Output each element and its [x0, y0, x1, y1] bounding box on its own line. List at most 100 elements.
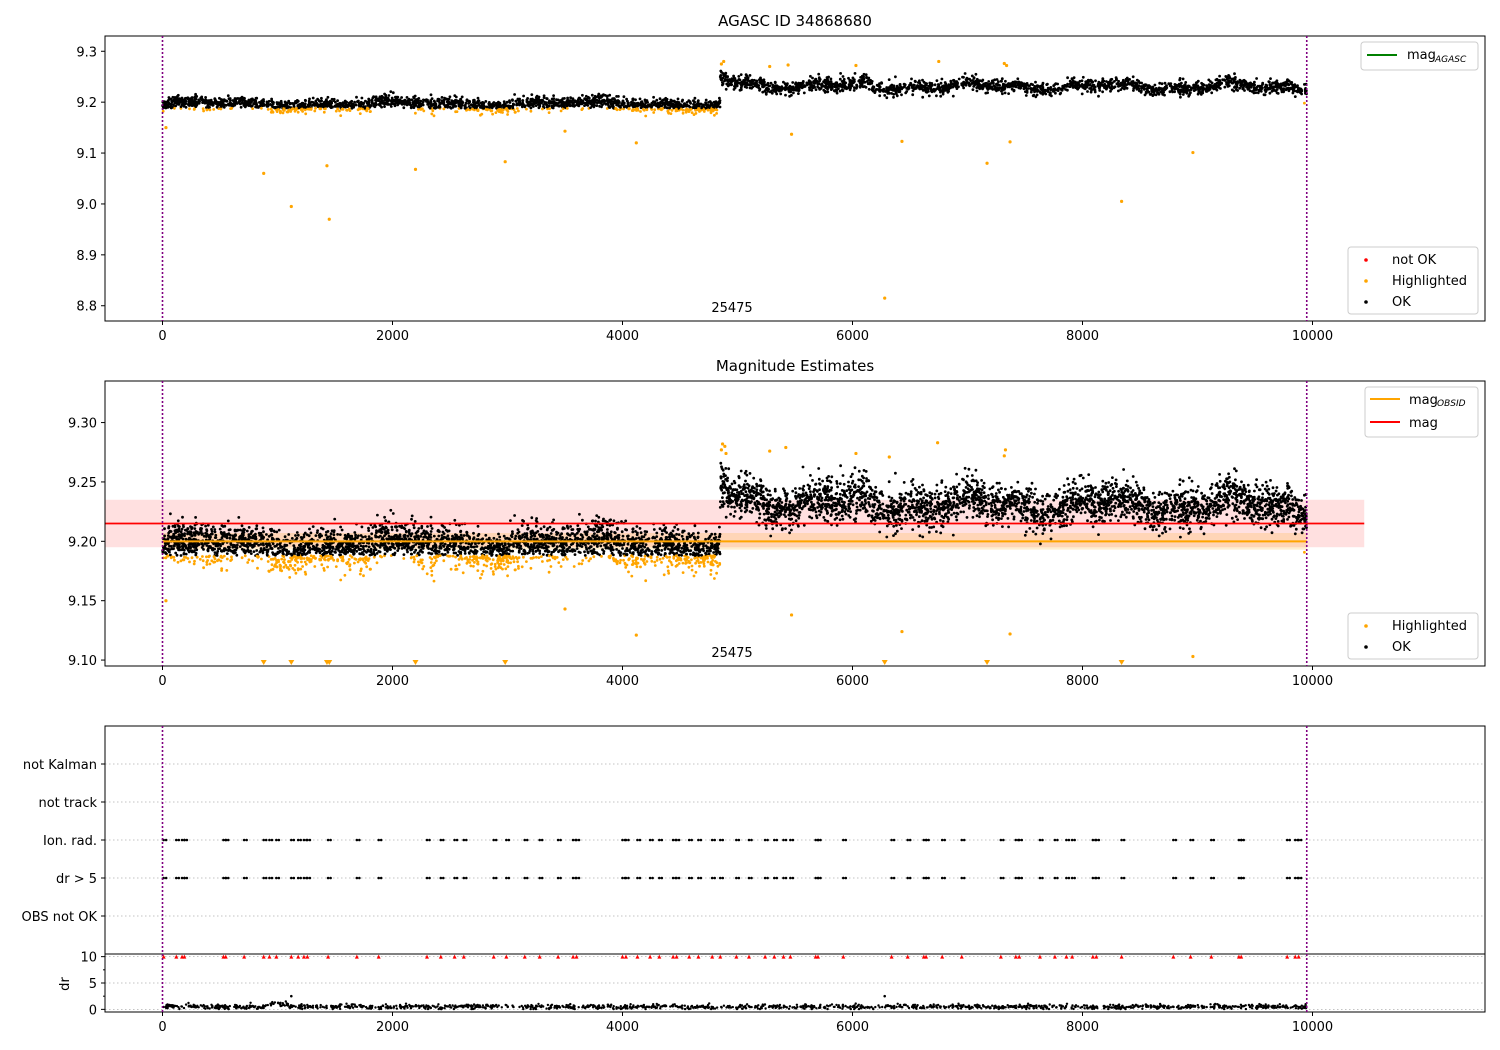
ok-point [410, 514, 414, 518]
ok-point [873, 90, 877, 93]
ok-point [287, 99, 291, 103]
ok-point [677, 106, 681, 109]
ok-point [788, 94, 791, 98]
ok-point [448, 95, 452, 99]
y-tick-label: 9.1 [76, 147, 97, 162]
ok-point [370, 98, 374, 102]
highlighted-point [288, 576, 292, 579]
ok-point [616, 99, 620, 102]
ok-point [1269, 85, 1273, 89]
ok-point [318, 103, 322, 107]
legend-highlighted-marker [1364, 279, 1368, 283]
ok-point [593, 98, 596, 101]
ok-point [231, 99, 235, 102]
ok-point [670, 104, 674, 107]
ok-point [980, 479, 983, 482]
ok-point [904, 91, 908, 95]
ok-point [1243, 89, 1246, 92]
legend-not-ok-marker [1364, 258, 1368, 262]
ok-point [852, 89, 856, 92]
highlighted-point [348, 109, 352, 112]
ok-point [389, 90, 393, 93]
highlighted-point [198, 557, 202, 561]
ok-point [1114, 76, 1118, 79]
ok-point [218, 527, 222, 531]
ok-point [255, 105, 259, 109]
ok-point [825, 76, 829, 79]
ok-point [1033, 84, 1037, 88]
ok-point [1061, 84, 1065, 88]
ok-point [1045, 83, 1049, 86]
highlighted-point [653, 564, 657, 567]
ok-point [1267, 80, 1271, 83]
ok-point [428, 106, 432, 110]
ok-point [864, 73, 868, 77]
ok-point [822, 88, 826, 92]
ok-point [566, 96, 569, 100]
ok-point [940, 77, 944, 81]
ok-point [522, 94, 525, 98]
ok-point [453, 94, 457, 97]
ok-point [241, 97, 245, 101]
ok-point [295, 100, 299, 104]
ok-point [1218, 83, 1222, 87]
ok-point [429, 99, 433, 102]
ok-point [176, 93, 180, 97]
ok-point [1009, 83, 1013, 86]
ok-point [837, 87, 840, 91]
ok-point [482, 104, 486, 108]
ok-point [737, 78, 741, 81]
ok-point [855, 83, 858, 87]
ok-point [770, 91, 774, 95]
highlighted-point [192, 108, 196, 111]
ok-point [955, 485, 959, 489]
ok-point [1296, 84, 1299, 87]
ok-point [505, 100, 509, 104]
ok-point [1190, 496, 1193, 499]
highlighted-point [422, 109, 426, 113]
ok-point [409, 106, 413, 110]
ok-point [188, 98, 192, 102]
highlighted-point [517, 109, 520, 113]
ok-point [578, 96, 582, 100]
ok-point [410, 517, 413, 521]
ok-point [635, 525, 639, 528]
highlighted-point [325, 164, 329, 168]
ok-point [1202, 83, 1205, 87]
ok-point [947, 89, 950, 93]
ok-point [1075, 86, 1079, 90]
ok-point [1031, 94, 1035, 98]
ok-point [1252, 84, 1255, 87]
highlighted-point [854, 63, 858, 68]
ok-point [779, 92, 783, 96]
ok-point [838, 82, 842, 86]
ok-point [184, 105, 188, 109]
ok-point [1027, 489, 1030, 493]
ok-point [863, 85, 866, 88]
ok-point [167, 96, 171, 99]
highlighted-point [985, 161, 989, 165]
ok-point [658, 97, 662, 101]
ok-point [858, 81, 862, 85]
highlighted-point [421, 567, 425, 571]
ok-point [838, 77, 842, 81]
ok-point [279, 99, 283, 103]
ok-point [942, 89, 945, 93]
ok-point [1255, 87, 1258, 91]
ok-point [511, 106, 515, 110]
ok-point [999, 79, 1003, 83]
ok-point [525, 98, 529, 102]
ok-point [1141, 86, 1144, 89]
ok-point [1228, 79, 1232, 83]
ok-point [403, 527, 407, 531]
ok-point [771, 88, 775, 92]
highlighted-point [541, 107, 544, 111]
ok-point [933, 83, 937, 87]
highlighted-point [577, 562, 581, 566]
ok-point [511, 98, 514, 102]
ok-point [915, 493, 919, 497]
ok-point [1247, 82, 1251, 85]
highlighted-point [353, 561, 356, 565]
ok-point [964, 78, 968, 82]
highlighted-point [715, 112, 718, 115]
